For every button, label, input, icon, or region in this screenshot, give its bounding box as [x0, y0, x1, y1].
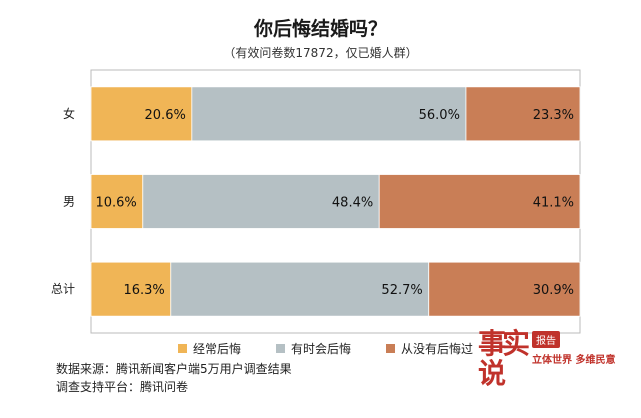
data-label: 48.4% [332, 196, 373, 211]
data-label: 10.6% [95, 196, 136, 211]
chart-subtitle: （有效问卷数17872，仅已婚人群） [223, 46, 418, 60]
legend-item-often: 经常后悔 [178, 340, 241, 357]
data-label: 30.9% [533, 283, 574, 298]
data-label: 16.3% [123, 283, 164, 298]
bar-segment [90, 174, 144, 229]
brand-logo: 事实说 报告 立体世界 多维民意 [478, 329, 615, 389]
legend-label-sometimes: 有时会后悔 [291, 342, 352, 356]
legend-label-often: 经常后悔 [193, 342, 242, 356]
legend-swatch-sometimes [276, 344, 285, 353]
legend-item-sometimes: 有时会后悔 [276, 340, 351, 357]
category-label: 女 [63, 106, 75, 121]
category-label: 总计 [51, 282, 75, 296]
data-label: 56.0% [419, 108, 460, 123]
data-label: 41.1% [533, 196, 574, 211]
bar-segment [142, 174, 380, 229]
legend-item-never: 从没有后悔过 [386, 340, 473, 357]
category-label: 男 [63, 195, 75, 209]
data-label: 52.7% [381, 283, 422, 298]
bar-segment [191, 86, 467, 142]
logo-tagline: 立体世界 多维民意 [532, 355, 616, 366]
data-label: 20.6% [145, 108, 186, 123]
bar-segment [465, 86, 581, 142]
support-platform-line: 调查支持平台：腾讯问卷 [56, 380, 189, 394]
legend: 经常后悔 有时会后悔 从没有后悔过 [0, 340, 641, 356]
legend-swatch-often [178, 344, 187, 353]
source-line: 数据来源：腾讯新闻客户端5万用户调查结果 [56, 362, 292, 376]
bar-segment [428, 261, 581, 317]
bar-segment [378, 174, 581, 229]
bar-segment [170, 261, 430, 317]
legend-label-never: 从没有后悔过 [401, 342, 474, 356]
legend-swatch-never [386, 344, 395, 353]
bar-segment [90, 261, 172, 317]
data-label: 23.3% [533, 108, 574, 123]
bar-segment [90, 86, 193, 142]
chart-title: 你后悔结婚吗？ [253, 18, 387, 40]
logo-mark: 事实说 [478, 327, 530, 390]
logo-badge: 报告 [532, 331, 560, 348]
